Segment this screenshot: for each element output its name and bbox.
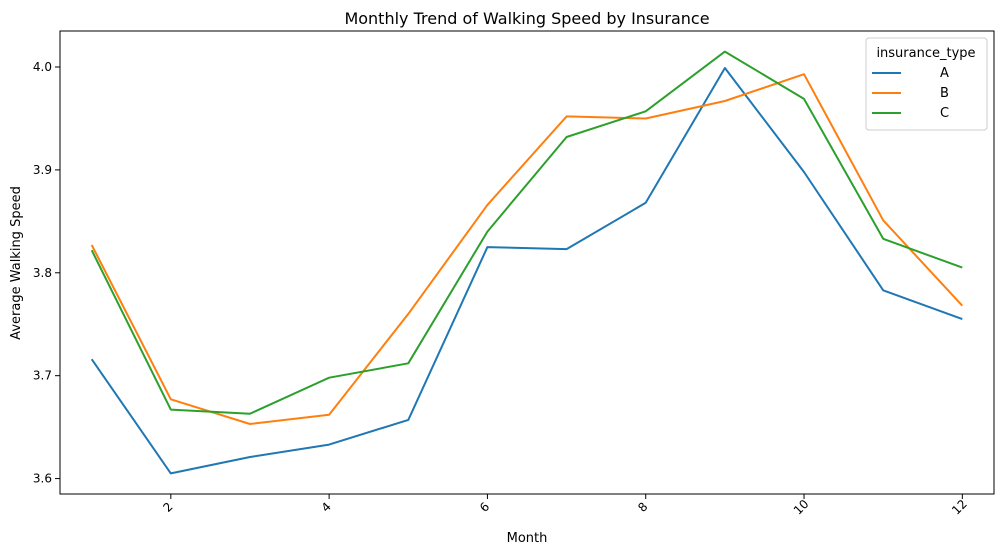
y-axis-label: Average Walking Speed: [9, 186, 24, 340]
legend-box: [865, 37, 988, 131]
legend-title: insurance_type: [876, 46, 975, 61]
legend-label-a: A: [940, 66, 949, 81]
x-tick-label: 10: [791, 497, 812, 518]
series-line-a: [90, 67, 963, 475]
plot-area: [59, 30, 995, 495]
x-tick-label: 12: [949, 497, 970, 518]
y-tick-label: 3.7: [33, 369, 52, 383]
x-axis-label: Month: [507, 531, 548, 546]
series-line-c: [90, 50, 963, 415]
y-tick-label: 3.8: [33, 266, 52, 280]
x-tick-label: 4: [319, 500, 334, 515]
y-axis: 3.6 3.7 3.8 3.9 4.0: [33, 60, 60, 486]
series-lines: [90, 50, 964, 475]
series-line-b: [90, 73, 964, 425]
chart-title: Monthly Trend of Walking Speed by Insura…: [344, 9, 709, 28]
y-tick-label: 4.0: [33, 60, 52, 74]
legend-label-c: C: [940, 106, 949, 121]
x-tick-label: 2: [160, 500, 175, 515]
y-tick-label: 3.6: [33, 472, 52, 486]
y-tick-label: 3.9: [33, 163, 52, 177]
legend-label-b: B: [940, 86, 949, 101]
legend: insurance_type ABC: [865, 37, 988, 131]
x-tick-label: 8: [635, 500, 650, 515]
x-tick-label: 6: [477, 500, 492, 515]
x-axis: 2 4 6 8 10 12: [160, 494, 970, 518]
